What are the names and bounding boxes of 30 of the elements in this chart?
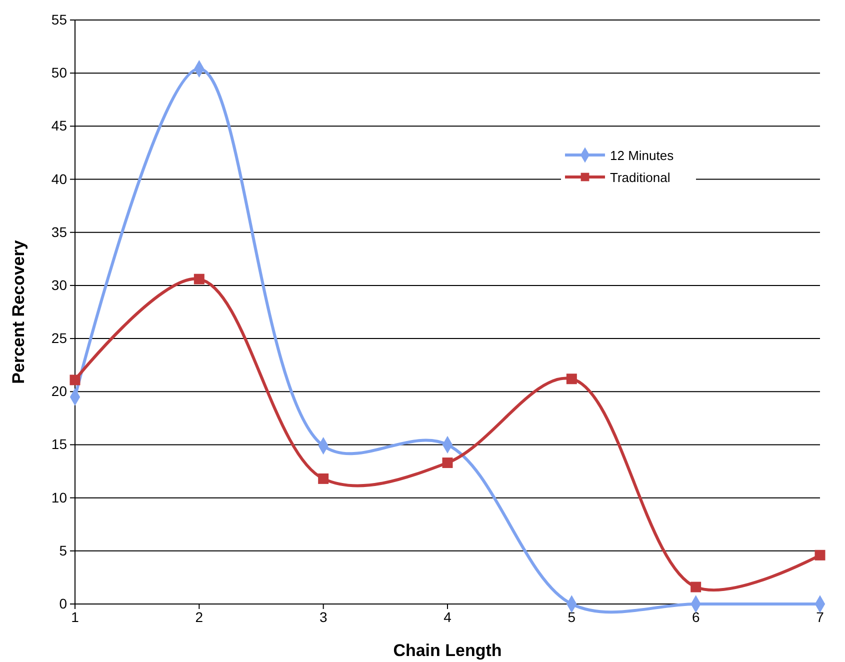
legend-label: Traditional <box>610 170 670 185</box>
y-tick-label: 50 <box>51 64 68 81</box>
y-tick-label: 15 <box>51 436 68 452</box>
x-tick-label: 3 <box>319 608 328 625</box>
x-tick-label: 2 <box>195 608 204 625</box>
point <box>318 473 329 484</box>
point <box>690 582 702 592</box>
y-axis-title: Percent Recovery <box>9 240 28 384</box>
point <box>814 550 826 560</box>
x-axis-title: Chain Length <box>393 641 502 660</box>
y-tick-label: 45 <box>51 118 68 134</box>
x-tick-label: 6 <box>692 608 700 625</box>
y-tick-label: 55 <box>51 11 68 28</box>
y-tick-label: 20 <box>51 383 68 400</box>
x-tick-label: 5 <box>568 608 576 625</box>
point <box>442 458 453 468</box>
point <box>70 374 80 386</box>
legend-label: 12 Minutes <box>610 148 674 163</box>
y-tick-label: 5 <box>59 542 68 558</box>
y-tick-label: 10 <box>51 489 68 506</box>
y-tick-label: 25 <box>51 330 68 346</box>
y-tick-label: 40 <box>51 170 68 187</box>
y-tick-label: 0 <box>59 595 68 612</box>
point <box>566 374 577 384</box>
x-tick-label: 7 <box>816 608 824 625</box>
point <box>194 274 204 284</box>
x-tick-label: 4 <box>444 608 452 625</box>
y-tick-label: 35 <box>51 224 68 240</box>
x-tick-label: 1 <box>71 608 80 625</box>
y-tick-label: 30 <box>51 276 68 293</box>
